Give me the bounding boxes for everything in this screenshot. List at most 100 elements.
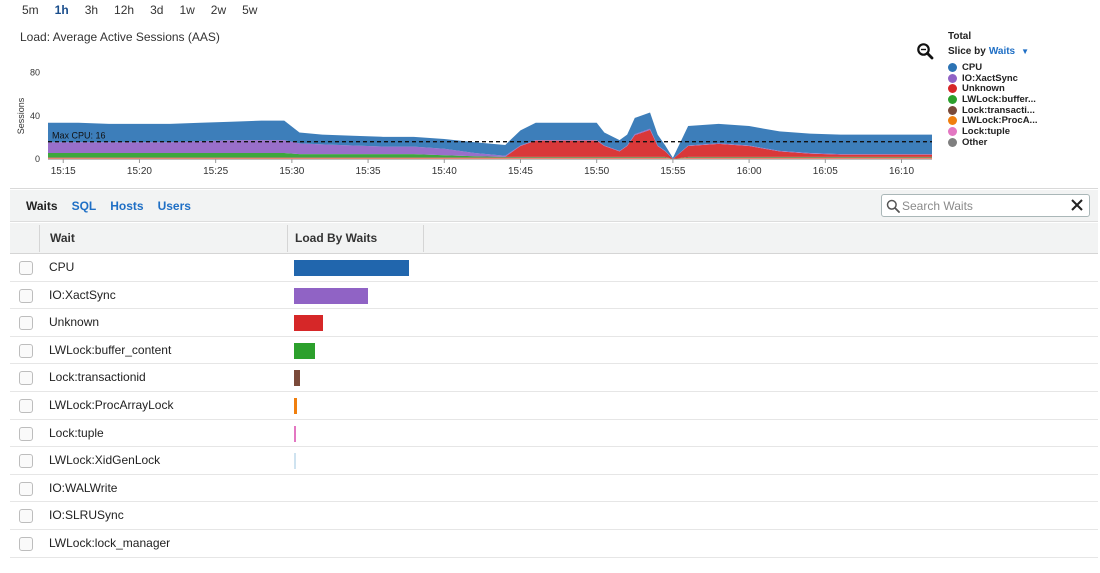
- chevron-down-icon[interactable]: ▼: [1021, 47, 1030, 56]
- tab-waits[interactable]: Waits: [26, 199, 58, 213]
- table-row[interactable]: LWLock:lock_manager: [10, 530, 1098, 558]
- time-range-12h[interactable]: 12h: [114, 3, 135, 17]
- row-checkbox[interactable]: [19, 509, 33, 524]
- x-tick-label: 15:45: [508, 166, 533, 177]
- time-range-1h[interactable]: 1h: [54, 3, 69, 17]
- wait-name: IO:SLRUSync: [49, 508, 124, 523]
- load-bar: [294, 342, 315, 359]
- load-bar: [294, 260, 409, 276]
- tab-hosts[interactable]: Hosts: [110, 199, 144, 213]
- area-series-cpu: [48, 112, 932, 159]
- area-series-unknown: [48, 129, 932, 159]
- table-row[interactable]: Unknown: [10, 309, 1098, 337]
- column-separator: [287, 225, 288, 252]
- legend-dot-icon: [948, 84, 957, 94]
- chart-legend: Total Slice by Waits ▼ CPU IO:XactSync Unk…: [948, 31, 1098, 148]
- x-tick-label: 15:55: [660, 166, 685, 177]
- table-header: Wait Load By Waits: [10, 223, 1098, 254]
- legend-item[interactable]: Unknown: [948, 83, 1098, 94]
- load-bar: [294, 370, 300, 387]
- slice-by-label: Slice by: [948, 46, 986, 57]
- y-tick-label: 80: [30, 68, 40, 78]
- time-range-5m[interactable]: 5m: [22, 3, 39, 17]
- slice-by-dropdown[interactable]: Waits: [988, 46, 1016, 57]
- legend-item-label: LWLock:ProcA...: [962, 115, 1038, 127]
- dimension-tabs: Waits SQL Hosts Users: [26, 199, 191, 213]
- table-row[interactable]: LWLock:ProcArrayLock: [10, 392, 1098, 420]
- time-range-selector: 5m 1h 3h 12h 3d 1w 2w 5w: [14, 2, 265, 18]
- row-checkbox[interactable]: [19, 371, 33, 386]
- x-tick-label: 15:20: [127, 166, 152, 177]
- legend-item-label: IO:XactSync: [962, 72, 1018, 84]
- table-row[interactable]: CPU: [10, 254, 1098, 282]
- slice-by-control: Slice by Waits ▼: [948, 46, 1098, 57]
- row-checkbox[interactable]: [19, 316, 33, 331]
- legend-dot-icon: [948, 105, 957, 115]
- divider: [10, 188, 1098, 189]
- clear-search-icon[interactable]: [1070, 198, 1084, 212]
- y-tick-label: 0: [35, 154, 40, 164]
- time-range-3d[interactable]: 3d: [150, 3, 164, 17]
- x-tick-label: 15:25: [203, 166, 228, 177]
- table-row[interactable]: Lock:transactionid: [10, 364, 1098, 392]
- dimension-tab-bar: Waits SQL Hosts Users: [10, 190, 1098, 222]
- time-range-5w[interactable]: 5w: [242, 3, 258, 17]
- wait-name: IO:XactSync: [49, 287, 116, 302]
- legend-dot-icon: [948, 137, 957, 147]
- row-checkbox[interactable]: [19, 398, 33, 413]
- wait-name: LWLock:ProcArrayLock: [49, 397, 174, 412]
- legend-item-label: CPU: [962, 61, 983, 73]
- row-checkbox[interactable]: [19, 288, 33, 303]
- area-series-lwlock-proca-: [48, 157, 932, 159]
- wait-name: IO:WALWrite: [49, 480, 118, 495]
- column-header-load[interactable]: Load By Waits: [295, 231, 378, 245]
- search-input[interactable]: [902, 197, 1062, 214]
- row-checkbox[interactable]: [19, 481, 33, 496]
- legend-dot-icon: [948, 116, 957, 126]
- column-separator: [423, 225, 424, 252]
- load-bar: [294, 287, 368, 304]
- legend-item[interactable]: CPU: [948, 62, 1098, 73]
- legend-item[interactable]: LWLock:buffer...: [948, 94, 1098, 105]
- table-row[interactable]: LWLock:buffer_content: [10, 337, 1098, 365]
- tab-users[interactable]: Users: [157, 199, 191, 213]
- load-bar: [294, 453, 296, 470]
- y-tick-label: 40: [30, 111, 40, 121]
- tab-sql[interactable]: SQL: [71, 199, 97, 213]
- zoom-icon[interactable]: [916, 42, 934, 60]
- time-range-1w[interactable]: 1w: [179, 3, 195, 17]
- time-range-2w[interactable]: 2w: [210, 3, 227, 17]
- y-axis-label: Sessions: [16, 97, 26, 134]
- legend-item-label: Unknown: [962, 83, 1005, 95]
- max-cpu-label: Max CPU: 16: [52, 131, 106, 141]
- table-row[interactable]: IO:SLRUSync: [10, 502, 1098, 530]
- time-range-3h[interactable]: 3h: [84, 3, 99, 17]
- x-tick-label: 15:50: [584, 166, 609, 177]
- wait-name: Unknown: [49, 315, 100, 330]
- wait-name: LWLock:lock_manager: [49, 535, 171, 550]
- row-checkbox[interactable]: [19, 261, 33, 275]
- row-checkbox[interactable]: [19, 536, 33, 551]
- legend-item[interactable]: IO:XactSync: [948, 73, 1098, 84]
- legend-item[interactable]: Lock:transacti...: [948, 105, 1098, 116]
- row-checkbox[interactable]: [19, 426, 33, 441]
- column-header-wait[interactable]: Wait: [50, 231, 75, 245]
- table-row[interactable]: LWLock:XidGenLock: [10, 447, 1098, 475]
- row-checkbox[interactable]: [19, 343, 33, 358]
- area-series-io-xactsync: [48, 128, 932, 159]
- legend-item[interactable]: Other: [948, 137, 1098, 148]
- legend-dot-icon: [948, 126, 957, 136]
- table-row[interactable]: IO:XactSync: [10, 282, 1098, 310]
- row-checkbox[interactable]: [19, 454, 33, 469]
- legend-item[interactable]: LWLock:ProcA...: [948, 115, 1098, 126]
- x-tick-label: 15:40: [432, 166, 457, 177]
- table-row[interactable]: Lock:tuple: [10, 420, 1098, 448]
- legend-title: Total: [948, 31, 972, 42]
- wait-name: LWLock:XidGenLock: [49, 453, 161, 468]
- wait-name: LWLock:buffer_content: [49, 342, 172, 357]
- load-bar: [294, 315, 323, 332]
- table-row[interactable]: IO:WALWrite: [10, 475, 1098, 503]
- column-separator: [39, 225, 40, 252]
- legend-item[interactable]: Lock:tuple: [948, 126, 1098, 137]
- x-tick-label: 16:05: [813, 166, 838, 177]
